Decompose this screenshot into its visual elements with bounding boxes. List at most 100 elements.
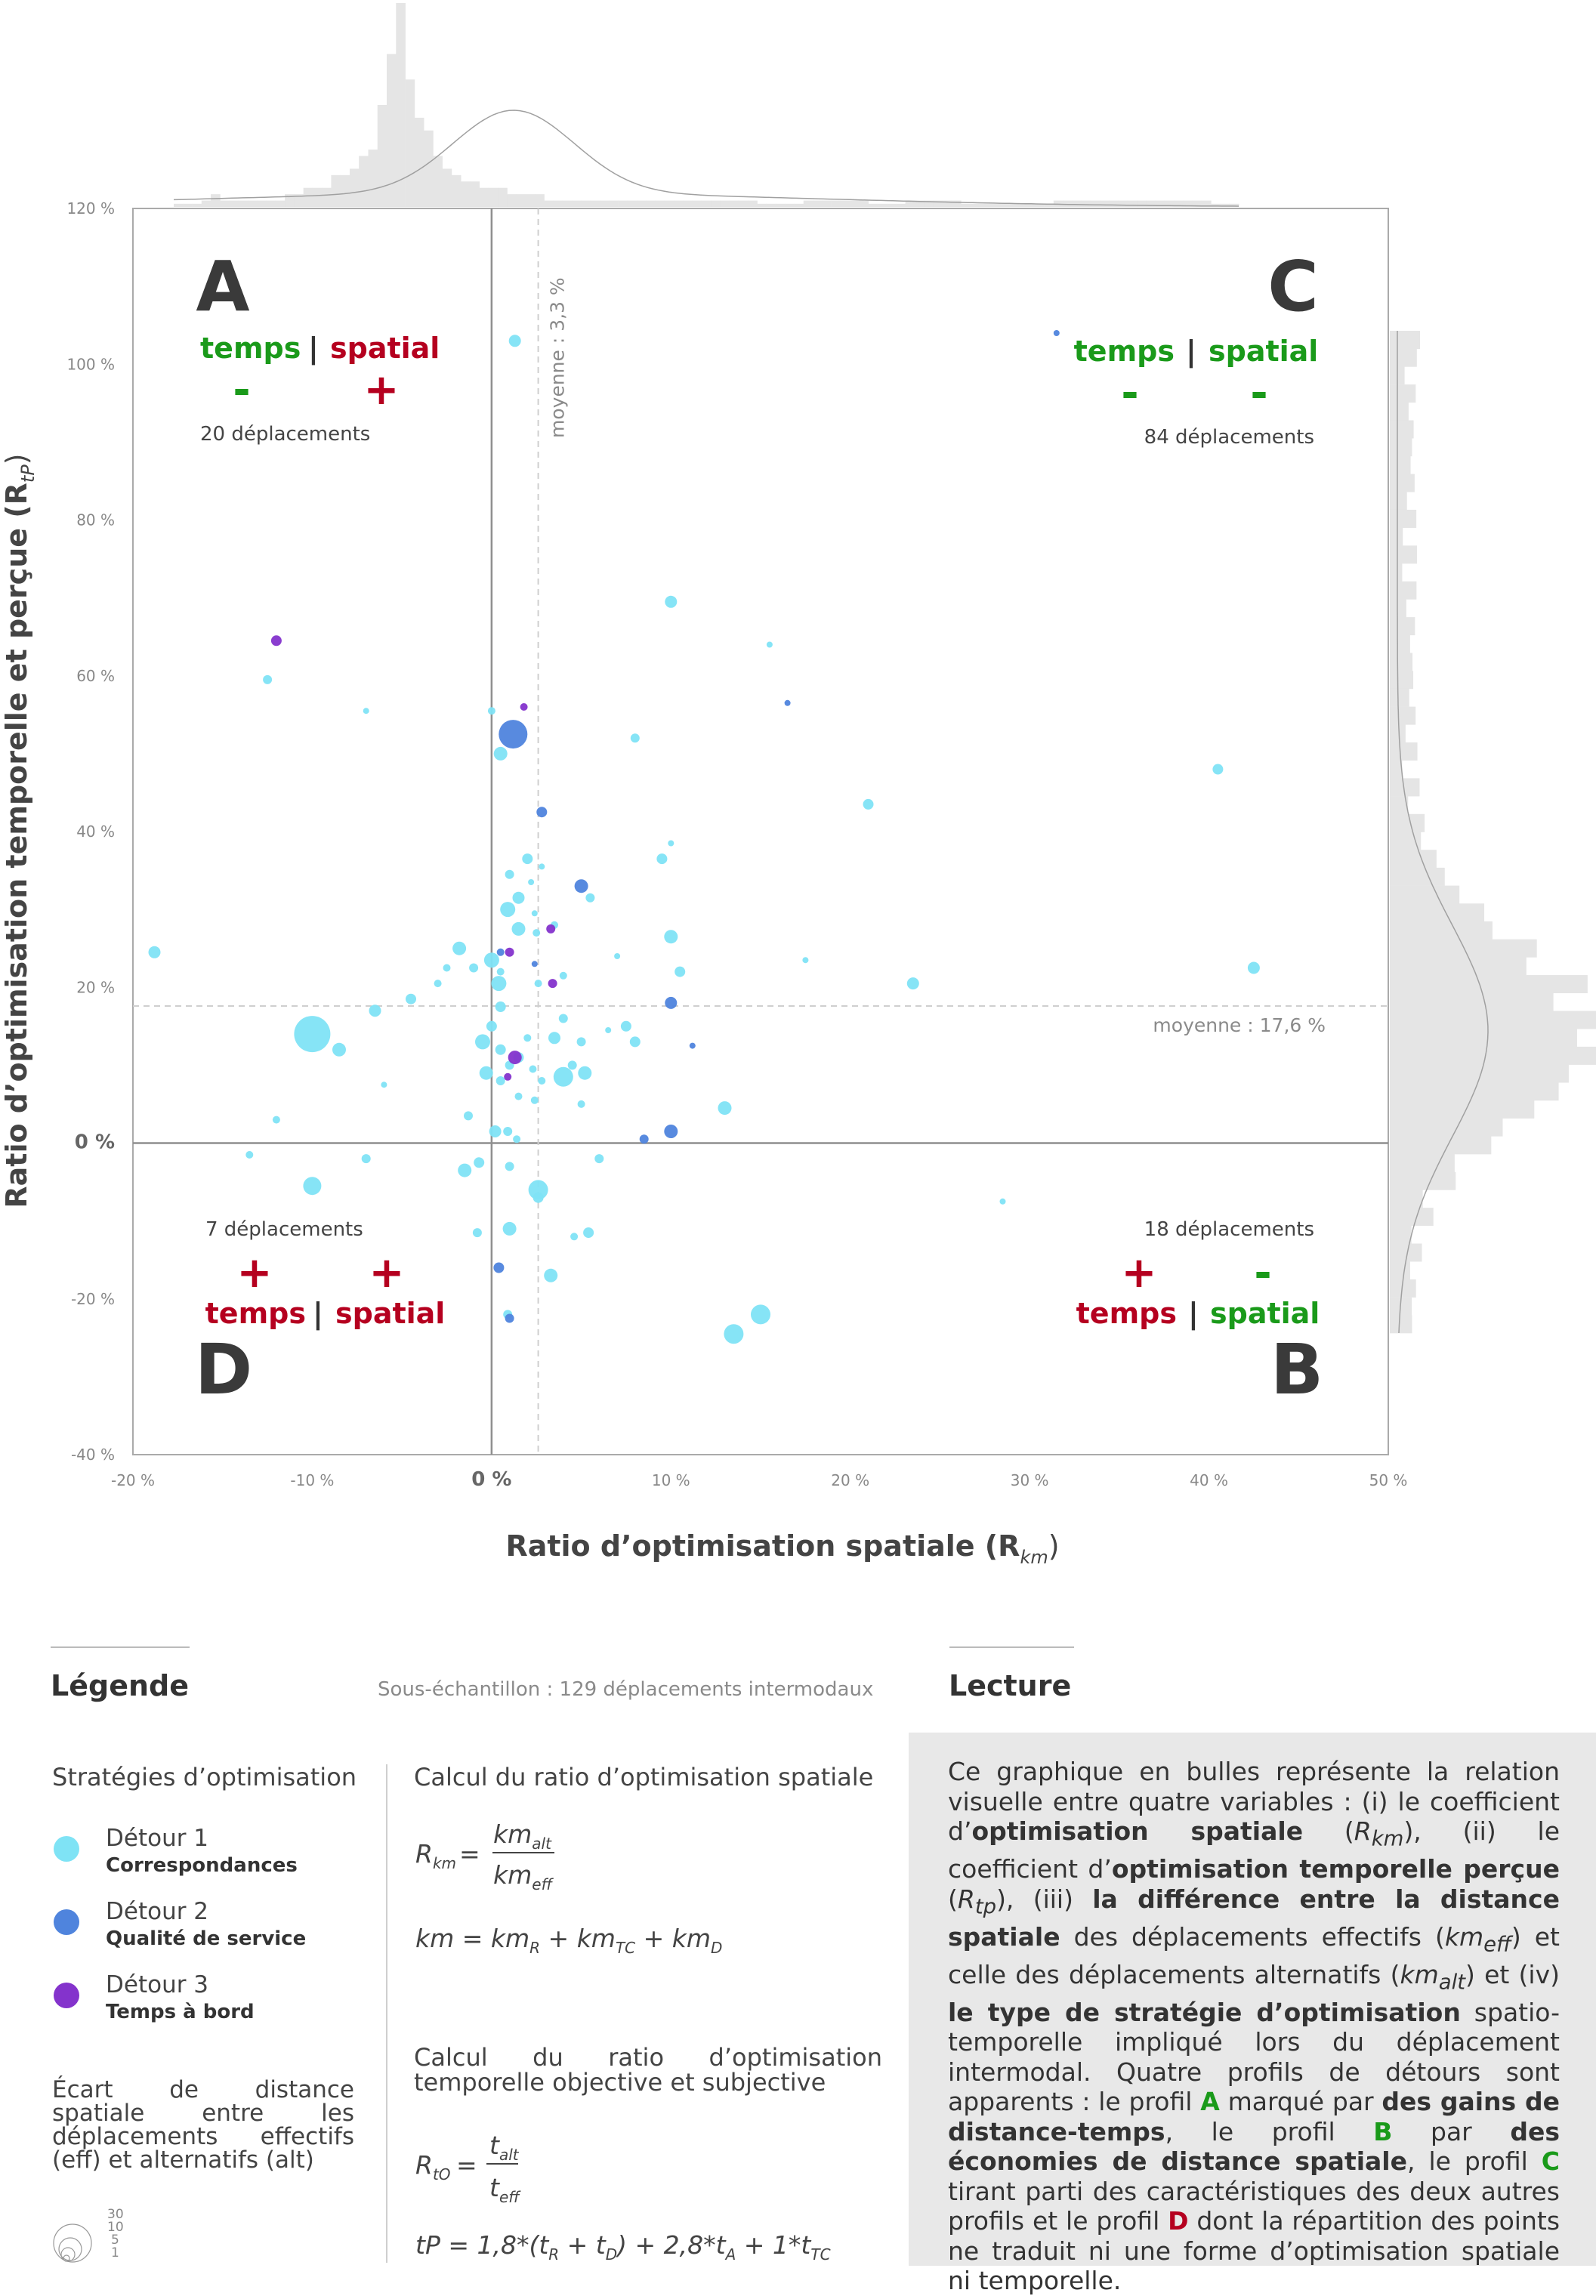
x-hist-bar <box>748 200 758 207</box>
bubble-detour2 <box>665 996 678 1009</box>
x-hist-bar <box>655 200 665 207</box>
detour2-swatch <box>54 1909 79 1935</box>
svg-text:teff: teff <box>489 2173 521 2206</box>
x-hist-bar <box>1016 203 1026 207</box>
y-hist-bar <box>1390 331 1420 349</box>
bubble-detour1 <box>538 1077 546 1085</box>
bubble-detour1 <box>530 1096 539 1104</box>
x-tick-label: 0 % <box>471 1468 511 1491</box>
bubble-detour1 <box>474 1157 485 1168</box>
x-hist-bar <box>275 200 286 207</box>
x-hist-bar <box>1201 200 1212 207</box>
x-hist-bar <box>312 187 323 207</box>
x-hist-bar <box>738 200 749 207</box>
bubble-detour1 <box>577 1100 585 1108</box>
bubble-detour2 <box>639 1134 649 1144</box>
bubble-detour1 <box>513 1135 521 1143</box>
y-hist-bar <box>1390 1046 1596 1065</box>
y-hist-bar <box>1390 975 1588 994</box>
bubble-detour1 <box>544 1268 558 1282</box>
plot-frame <box>132 208 1389 1455</box>
y-hist-bar <box>1390 617 1415 636</box>
x-hist-bar <box>516 194 526 207</box>
y-hist-bar <box>1390 903 1485 922</box>
x-tick-label: -10 % <box>290 1471 334 1489</box>
x-hist-bar <box>840 200 850 207</box>
bubble-detour2 <box>536 807 548 818</box>
x-hist-bar <box>387 54 397 207</box>
x-hist-bar <box>831 200 841 207</box>
bubble-detour1 <box>539 863 545 870</box>
svg-text:kmalt: kmalt <box>493 1819 552 1853</box>
y-hist-bar <box>1390 384 1416 403</box>
y-hist-bar <box>1390 1029 1577 1048</box>
size-legend: 30 10 5 1 <box>53 2207 124 2263</box>
x-hist-bar <box>1137 200 1147 207</box>
x-hist-bar <box>349 168 360 207</box>
bubble-chart: -20 % -10 % 0 % 10 % 20 % 30 % 40 % 50 %-40 %-2… <box>0 3 1596 1568</box>
x-hist-bar <box>1220 203 1230 207</box>
bubble-detour1 <box>522 853 533 865</box>
x-hist-bar <box>257 200 267 207</box>
quadrant-word-temps: temps <box>205 1297 306 1330</box>
x-hist-bar <box>988 203 999 207</box>
y-hist-bar <box>1390 850 1437 869</box>
svg-text:talt: talt <box>489 2131 520 2164</box>
x-hist-bar <box>266 200 276 207</box>
y-tick-label: 40 % <box>76 822 115 841</box>
x-hist-bar <box>479 187 489 207</box>
bubble-detour1 <box>999 1198 1006 1205</box>
x-hist-bar <box>1044 203 1054 207</box>
x-hist-bar <box>1127 200 1138 207</box>
y-hist-bar <box>1390 1171 1456 1190</box>
bubble-detour1 <box>533 929 541 937</box>
bubble-detour3 <box>546 924 556 934</box>
x-hist-bar <box>896 203 906 207</box>
bubbles <box>148 330 1260 1344</box>
y-hist-bar <box>1390 724 1406 743</box>
bubble-detour1 <box>523 1034 532 1042</box>
x-hist-bar <box>1164 200 1175 207</box>
quadrant-letter: A <box>196 246 249 327</box>
bubble-detour1 <box>472 1228 482 1238</box>
bubble-detour1 <box>458 1163 472 1177</box>
bubble-detour1 <box>863 798 874 810</box>
x-histogram <box>173 3 1239 207</box>
bubble-detour1 <box>766 641 773 648</box>
bubble-detour2 <box>1053 330 1060 336</box>
y-hist-bar <box>1390 1136 1492 1155</box>
y-tick-label: 60 % <box>76 667 115 685</box>
bubble-detour3 <box>504 1072 512 1081</box>
bubble-detour1 <box>629 1036 641 1048</box>
bubble-detour1 <box>263 674 273 684</box>
svg-text:=: = <box>456 2150 477 2180</box>
svg-text:RtO: RtO <box>415 2150 451 2183</box>
x-hist-bar <box>238 200 249 207</box>
svg-text:=: = <box>459 1839 480 1869</box>
x-hist-bar <box>396 3 406 207</box>
bubble-detour1 <box>528 1180 548 1200</box>
y-tick-label: 100 % <box>66 355 115 373</box>
x-hist-bar <box>1192 200 1202 207</box>
bubble-detour1 <box>332 1042 346 1057</box>
x-hist-bar <box>637 200 647 207</box>
bubble-detour2 <box>689 1042 696 1049</box>
y-hist-bar <box>1390 957 1527 976</box>
ecart-description: Écart de distance spatiale entre les dép… <box>52 2076 354 2174</box>
quadrant-word-spatial: spatial <box>335 1297 445 1330</box>
x-hist-bar <box>970 203 980 207</box>
detour3-sub: Temps à bord <box>106 2001 255 2023</box>
x-hist-bar <box>600 200 610 207</box>
x-hist-bar <box>1072 200 1082 207</box>
y-hist-bar <box>1390 1261 1410 1280</box>
x-tick-label: -20 % <box>111 1471 155 1489</box>
quadrant-separator: | <box>308 332 319 366</box>
x-hist-bar <box>859 200 869 207</box>
y-hist-bar <box>1390 509 1417 528</box>
calc-temporal-title: Calcul du ratio d’optimisation temporell… <box>414 2043 882 2097</box>
x-hist-bar <box>368 150 378 207</box>
x-axis-title: Ratio d’optimisation spatiale (Rkm) <box>505 1529 1059 1568</box>
y-hist-bar <box>1390 813 1425 832</box>
x-hist-bar <box>683 200 693 207</box>
y-hist-bar <box>1390 688 1409 707</box>
